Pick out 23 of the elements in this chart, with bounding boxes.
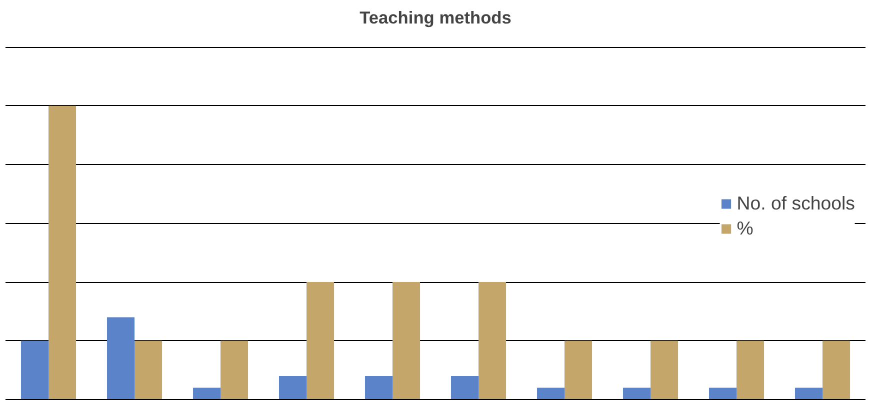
legend-label: % bbox=[736, 217, 754, 239]
bar bbox=[564, 340, 592, 400]
bar bbox=[364, 376, 392, 400]
bar bbox=[278, 376, 306, 400]
bar bbox=[794, 388, 822, 400]
bar bbox=[192, 388, 220, 400]
bar bbox=[20, 340, 48, 400]
bar bbox=[220, 340, 248, 400]
chart-title: Teaching methods bbox=[360, 8, 512, 28]
bar bbox=[48, 106, 76, 400]
bar bbox=[478, 282, 506, 400]
bar bbox=[622, 388, 650, 400]
bar bbox=[736, 340, 764, 400]
bar bbox=[650, 340, 678, 400]
bar bbox=[450, 376, 478, 400]
bar bbox=[134, 340, 162, 400]
bar bbox=[536, 388, 564, 400]
bar bbox=[822, 340, 850, 400]
bar bbox=[106, 317, 134, 400]
legend-label: No. of schools bbox=[736, 192, 855, 214]
bar bbox=[708, 388, 736, 400]
bar bbox=[306, 282, 334, 400]
bar bbox=[392, 282, 420, 400]
